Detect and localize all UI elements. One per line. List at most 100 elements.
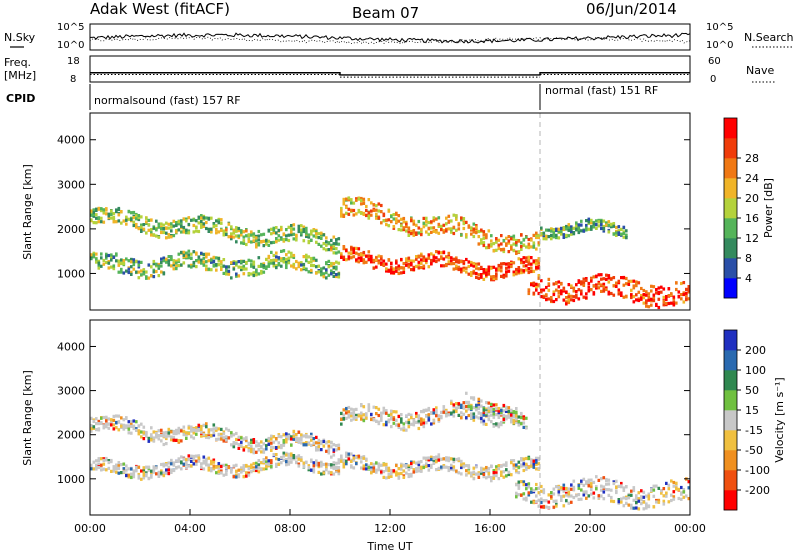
velocity-colorbar-swatch-1 [724,470,737,491]
velocity-echo-band-2 [340,399,518,432]
freq-label: Freq. [4,56,31,69]
velocity-colorbar-swatch-0 [724,490,737,511]
power-ytick-label-0: 1000 [57,267,85,280]
freq-panel: Freq. [MHz] 18 8 60 0 Nave [4,55,776,85]
freq-left-tick-top: 18 [67,56,80,67]
power-colorbar-tick-label-0: 4 [745,272,752,285]
power-colorbar-label: Power [dB] [762,178,775,238]
velocity-colorbar-swatch-5 [724,390,737,411]
xtick-label-1: 04:00 [174,522,206,535]
nave-right-tick-top: 60 [708,56,721,67]
noise-left-tick-top: 10^5 [57,22,84,33]
power-echo-cells [90,196,691,310]
power-echo-band-2 [340,196,541,255]
power-colorbar-swatch-2 [724,238,737,259]
xtick-label-3: 12:00 [374,522,406,535]
velocity-echo-band-4 [465,391,528,430]
velocity-panel: 1000 2000 3000 4000 00:00 04:00 08:00 12:00 16:… [21,319,706,553]
power-colorbar-swatches [724,118,737,299]
velocity-ytick-label-0: 1000 [57,473,85,486]
noise-right-tick-top: 10^5 [706,22,733,33]
power-ytick-label-3: 4000 [57,134,85,147]
velocity-colorbar-tick-label-1: 100 [745,364,766,377]
power-colorbar-tick-label-3: 16 [745,212,759,225]
freq-unit-label: [MHz] [4,69,36,82]
power-echo-band-4 [527,270,691,310]
velocity-colorbar-swatch-6 [724,370,737,391]
power-colorbar-frame [723,117,738,299]
velocity-y-axis: 1000 2000 3000 4000 [57,340,690,486]
freq-line [90,72,690,76]
velocity-colorbar-swatch-4 [724,410,737,431]
noise-sky-line [90,32,691,44]
velocity-echo-band-5 [515,475,691,511]
freq-panel-frame [89,55,691,83]
power-colorbar-tick-label-1: 8 [745,252,752,265]
noise-search-label: N.Search [744,31,794,44]
power-colorbar-tick-label-4: 20 [745,192,759,205]
power-echo-band-0 [90,206,341,255]
power-panel-frame [89,112,691,311]
velocity-echo-band-1 [90,451,341,481]
nave-right-tick-bottom: 0 [710,74,716,85]
cpid-label: CPID [6,92,35,105]
nave-label: Nave [746,64,774,77]
velocity-colorbar-ticks: 200 100 50 15 -15 -50 -100 -200 [737,344,770,497]
velocity-colorbar-swatch-3 [724,430,737,451]
velocity-x-axis: 00:00 04:00 08:00 12:00 16:00 20:00 00:00 [74,509,706,535]
velocity-colorbar-label: Velocity [m s⁻¹] [773,377,786,462]
power-colorbar-swatch-4 [724,198,737,219]
power-colorbar: 4 8 12 16 20 24 28 Power [dB] [723,117,775,299]
velocity-ytick-label-2: 3000 [57,385,85,398]
velocity-colorbar-tick-label-2: 50 [745,384,759,397]
noise-left-tick-bottom: 10^0 [57,40,84,51]
power-y-axis: 1000 2000 3000 4000 [57,134,690,280]
power-colorbar-swatch-1 [724,258,737,279]
noise-sky-label: N.Sky [4,31,36,44]
nave-line [90,74,690,78]
date-title: 06/Jun/2014 [586,0,677,18]
noise-right-tick-bottom: 10^0 [706,40,733,51]
velocity-colorbar-frame [723,329,738,511]
x-axis-label: Time UT [366,540,412,553]
noise-panel-frame [89,23,691,51]
power-ytick-label-2: 3000 [57,178,85,191]
power-echo-band-1 [90,249,341,280]
freq-left-tick-bottom: 8 [70,74,76,85]
xtick-label-6: 00:00 [674,522,706,535]
velocity-colorbar-swatch-7 [724,350,737,371]
velocity-colorbar-tick-label-7: -200 [745,484,770,497]
power-colorbar-swatch-8 [724,118,737,139]
power-panel: 1000 2000 3000 4000 Slant Range [km] [21,112,691,311]
power-echo-band-3 [340,245,541,282]
velocity-colorbar: 200 100 50 15 -15 -50 -100 -200 Velocity [m s⁻¹… [723,329,786,511]
power-colorbar-swatch-3 [724,218,737,239]
velocity-ytick-label-1: 2000 [57,429,85,442]
power-colorbar-swatch-7 [724,138,737,159]
velocity-echo-cells [90,391,691,511]
cpid-mode-0: normalsound (fast) 157 RF [94,94,241,107]
power-colorbar-tick-label-6: 28 [745,152,759,165]
velocity-echo-band-0 [90,414,341,462]
power-colorbar-tick-label-5: 24 [745,172,759,185]
velocity-colorbar-tick-label-5: -50 [745,444,763,457]
power-echo-band-5 [540,217,628,241]
xtick-label-2: 08:00 [274,522,306,535]
velocity-colorbar-tick-label-0: 200 [745,344,766,357]
velocity-colorbar-swatch-2 [724,450,737,471]
power-colorbar-tick-label-2: 12 [745,232,759,245]
velocity-y-label: Slant Range [km] [21,370,34,466]
cpid-panel: CPID normalsound (fast) 157 RF normal (f… [6,84,658,110]
power-ytick-label-1: 2000 [57,223,85,236]
power-colorbar-swatch-0 [724,278,737,299]
beam-title: Beam 07 [352,4,419,22]
noise-panel: N.Sky 10^5 10^0 10^5 10^0 N.Search [4,22,794,51]
velocity-colorbar-swatch-8 [724,330,737,351]
velocity-colorbar-tick-label-3: 15 [745,404,759,417]
station-title: Adak West (fitACF) [90,0,230,18]
xtick-label-0: 00:00 [74,522,106,535]
power-y-label: Slant Range [km] [21,164,34,260]
velocity-colorbar-tick-label-4: -15 [745,424,763,437]
velocity-ytick-label-3: 4000 [57,340,85,353]
